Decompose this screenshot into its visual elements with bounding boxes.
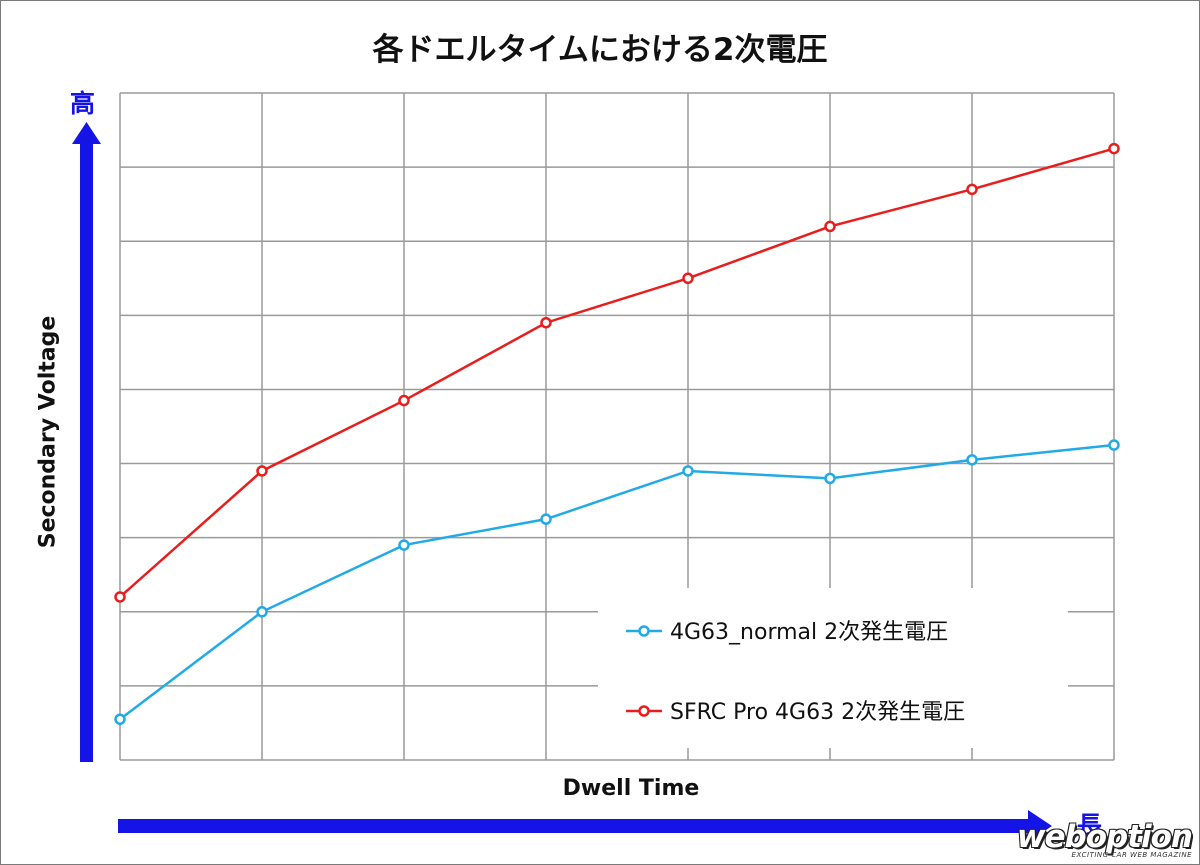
x-arrow-shaft: [118, 819, 1030, 833]
legend-entry-1: 4G63_normal 2次発生電圧: [670, 620, 948, 645]
series-1-point: [824, 472, 836, 485]
chart-series: [114, 142, 1120, 725]
series-2-point: [966, 183, 978, 196]
legend-swatch-marker: [638, 705, 650, 717]
series-1-point: [966, 454, 978, 466]
watermark-tagline: EXCITING CAR WEB MAGAZINE: [1071, 851, 1192, 859]
series-line-2: [119, 147, 1115, 598]
x-long-label: 長: [1077, 811, 1103, 840]
series-2-point: [256, 465, 268, 477]
watermark-logo: weboption: [1016, 819, 1193, 855]
legend-entry-2: SFRC Pro 4G63 2次発生電圧: [670, 700, 965, 725]
axis-arrows: [72, 122, 1052, 842]
x-axis-title: Dwell Time: [562, 776, 700, 801]
chart-title: 各ドエルタイムにおける2次電圧: [372, 32, 828, 68]
series-1-point: [682, 465, 694, 477]
series-1-point: [114, 713, 126, 725]
series-1-point: [1108, 439, 1120, 451]
series-2-point: [682, 272, 694, 285]
x-arrow-head: [1028, 810, 1052, 842]
series-2-point: [398, 394, 410, 407]
series-1-point: [398, 539, 410, 551]
series-2-point: [114, 591, 126, 603]
series-2-point: [824, 220, 836, 233]
y-arrow-head: [72, 122, 101, 144]
series-2-point: [540, 316, 552, 329]
series-2-point: [1108, 142, 1120, 155]
series-1-point: [256, 606, 268, 618]
chart-legend: 4G63_normal 2次発生電圧 SFRC Pro 4G63 2次発生電圧: [598, 588, 1068, 748]
legend-swatch-marker: [638, 625, 650, 637]
series-line-1: [119, 443, 1115, 721]
y-axis-title: Secondary Voltage: [35, 315, 61, 549]
watermark: weboption EXCITING CAR WEB MAGAZINE: [1016, 819, 1193, 859]
legend-box: [598, 588, 1068, 748]
series-1-point: [540, 513, 552, 525]
y-arrow-shaft: [80, 142, 93, 762]
y-high-label: 高: [70, 89, 96, 118]
